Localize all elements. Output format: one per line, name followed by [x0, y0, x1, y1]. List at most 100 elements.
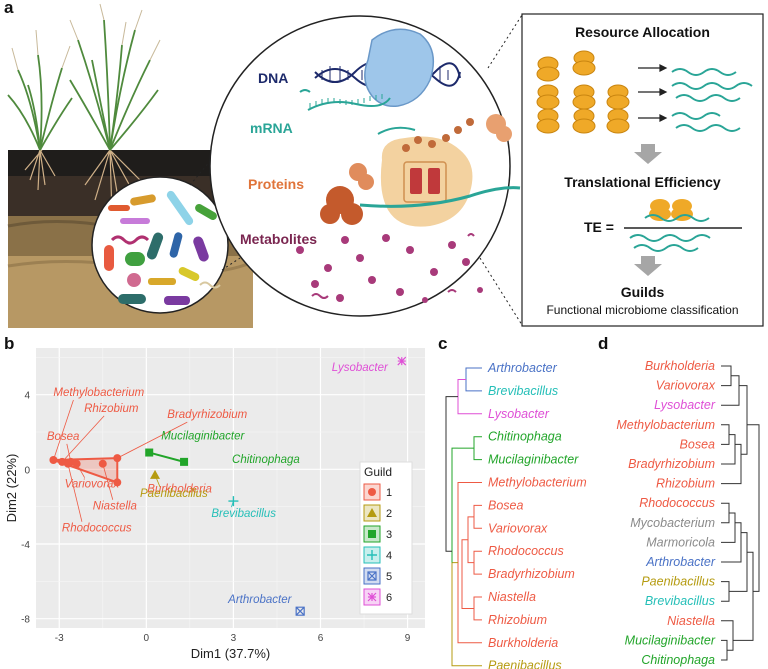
protein-blob-icon — [320, 114, 512, 225]
tree-leaf-label: Arthrobacter — [645, 555, 716, 569]
tree-leaf-label: Niastella — [667, 614, 715, 628]
panel-label-d: d — [598, 334, 609, 353]
tree-leaf-label: Variovorax — [656, 379, 716, 393]
tree-leaf-label: Paenibacillus — [641, 575, 715, 589]
point-marker — [228, 496, 239, 507]
arrow-icon — [638, 64, 668, 122]
panel-label-b: b — [4, 334, 15, 353]
legend-label: 2 — [386, 508, 392, 520]
tree-leaf-label: Rhodococcus — [639, 496, 715, 510]
tree-leaf-label: Burkholderia — [645, 359, 715, 373]
roots-icon — [24, 149, 141, 216]
guilds-title: Guilds — [620, 284, 665, 300]
tree-leaf-label: Rhizobium — [488, 613, 547, 627]
mrna-strand-icon — [299, 89, 416, 135]
tree-branch — [451, 447, 458, 563]
legend-marker — [367, 571, 377, 581]
point-marker — [72, 459, 81, 468]
tree-branch — [467, 516, 474, 564]
te-formula-icon — [624, 199, 742, 252]
tree-branch — [473, 550, 482, 575]
tree-leaf-label: Bradyrhizobium — [488, 567, 575, 581]
tree-leaf-label: Bradyrhizobium — [628, 457, 715, 471]
point-marker — [113, 454, 122, 463]
legend-label: 1 — [386, 487, 392, 499]
te-formula-label: TE = — [584, 219, 614, 235]
dendrogram-c: Arthrobacter Brevibacillus Lysobacter Chiti… — [445, 361, 587, 669]
tree-leaf-label: Chitinophaga — [641, 653, 715, 667]
legend-label: 3 — [386, 529, 392, 541]
x-tick-label: 3 — [231, 633, 237, 644]
point-marker — [49, 456, 58, 464]
x-tick-label: -3 — [55, 633, 64, 644]
tree-leaf-label: Brevibacillus — [645, 594, 715, 608]
point-label: Variovorax — [65, 479, 121, 491]
tree-leaf-label: Mucilaginibacter — [488, 453, 579, 467]
tree-branch — [721, 522, 742, 563]
mrna-label: mRNA — [250, 120, 293, 136]
tree-branch — [721, 502, 730, 524]
legend-marker — [367, 592, 377, 602]
legend-label: 6 — [386, 592, 392, 604]
tree-branch — [721, 434, 736, 465]
tree-branch — [733, 551, 754, 641]
point-label: Niastella — [93, 501, 137, 513]
point-label: Bradyrhizobium — [167, 409, 247, 421]
label-leader-line — [102, 463, 114, 500]
grass-seedhead-icon — [11, 3, 161, 71]
tree-branch — [473, 596, 482, 621]
tree-leaf-label: Arthrobacter — [487, 361, 558, 375]
tree-branch — [473, 504, 482, 529]
grass-plant-icon — [7, 19, 159, 151]
guilds-subtitle: Functional microbiome classification — [546, 303, 739, 317]
tree-leaf-label: Chitinophaga — [488, 430, 562, 444]
translational-efficiency-title: Translational Efficiency — [564, 174, 721, 190]
y-tick-label: 4 — [24, 391, 30, 402]
legend-marker — [367, 508, 377, 517]
point-marker — [113, 478, 122, 487]
guild-scatter-plot: -3 0 3 6 9 4 0 -4 -8 Dim1 (37.7%) Dim2 (22%) Methyl… — [4, 348, 425, 661]
tree-leaf-label: Mycobacterium — [630, 516, 715, 530]
tree-branch — [721, 443, 742, 485]
mrna-strands-icon — [671, 68, 753, 132]
tree-branch — [451, 562, 482, 667]
tree-branch — [721, 639, 728, 661]
legend-marker — [368, 488, 376, 496]
amino-chain-icon — [402, 118, 474, 152]
tree-leaf-label: Rhodococcus — [488, 544, 564, 558]
tree-branch — [721, 375, 740, 406]
label-leader-line — [67, 463, 83, 522]
resource-allocation-title: Resource Allocation — [575, 24, 710, 40]
tree-branch — [473, 436, 482, 461]
dendrogram-d: Burkholderia Variovorax Lysobacter Methylob… — [616, 359, 760, 667]
tree-branch — [445, 396, 458, 552]
point-label: Rhodococcus — [62, 523, 132, 535]
x-tick-label: 9 — [405, 633, 411, 644]
tree-leaf-label: Niastella — [488, 590, 536, 604]
point-marker — [180, 457, 189, 466]
legend-label: 4 — [386, 550, 392, 562]
tree-leaf-label: Lysobacter — [654, 398, 716, 412]
ribosome-grid-icon — [536, 50, 630, 134]
x-axis-label: Dim1 (37.7%) — [191, 646, 270, 661]
tree-leaf-label: Brevibacillus — [488, 384, 558, 398]
tree-branch — [461, 539, 474, 609]
point-label: Chitinophaga — [232, 454, 300, 466]
point-marker — [145, 448, 154, 457]
point-marker — [63, 459, 72, 468]
tree-leaf-label: Variovorax — [488, 521, 548, 535]
metabolite-dots-icon — [296, 234, 483, 303]
point-label: Rhizobium — [84, 403, 139, 415]
tree-leaf-label: Lysobacter — [488, 407, 550, 421]
metabolites-label: Metabolites — [240, 231, 318, 247]
tree-leaf-label: Burkholderia — [488, 636, 558, 650]
panel-a-illustration — [7, 3, 764, 328]
legend-label: 5 — [386, 571, 392, 583]
y-tick-label: 0 — [24, 465, 30, 476]
panel-label-c: c — [438, 334, 448, 353]
proteins-label: Proteins — [248, 176, 305, 192]
point-label: Lysobacter — [332, 362, 389, 374]
tree-branch — [721, 620, 734, 651]
tree-leaf-label: Mucilaginibacter — [625, 633, 716, 647]
legend-marker — [368, 530, 376, 538]
